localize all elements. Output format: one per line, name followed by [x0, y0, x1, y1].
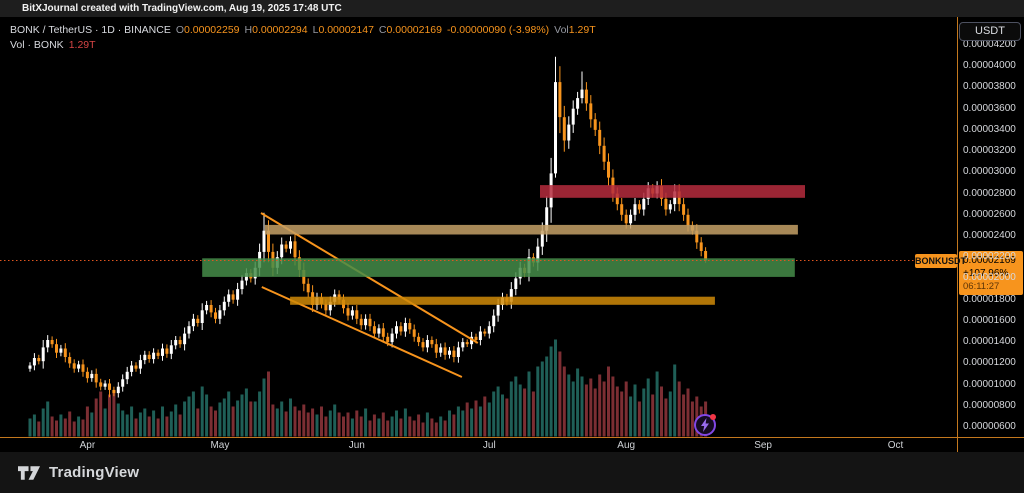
month-label: Oct: [887, 440, 904, 451]
price-tick: 0.00000800: [963, 399, 1016, 411]
bar-countdown: 06:11:27: [963, 280, 1000, 292]
price-tick: 0.00002600: [963, 208, 1016, 220]
month-label: May: [210, 440, 230, 451]
attribution-bar: BitXJournal created with TradingView.com…: [0, 0, 1024, 17]
legend-row-ohlc: BONK / TetherUS · 1D · BINANCE O0.000022…: [10, 24, 596, 36]
high-label: H: [244, 24, 253, 36]
price-tick: 0.00003800: [963, 81, 1016, 93]
high-value: 0.00002294: [252, 24, 308, 36]
last-price-change: +107.96%: [963, 267, 1009, 279]
symbol-title[interactable]: BONK / TetherUS · 1D · BINANCE: [10, 24, 171, 36]
price-tick: 0.00002400: [963, 230, 1016, 241]
price-tick: 0.00001800: [963, 293, 1016, 305]
month-label: Jun: [348, 440, 365, 451]
price-zones: [202, 185, 805, 305]
price-tick: 0.00000600: [963, 421, 1016, 432]
price-tick: 0.00001600: [963, 314, 1016, 326]
volume-study-label[interactable]: Vol · BONK: [10, 39, 64, 51]
volume-value: 1.29T: [568, 24, 596, 36]
volume-series: [28, 339, 708, 437]
notification-dot: [710, 414, 716, 420]
month-label: Aug: [617, 440, 636, 451]
demand-zone-green: [202, 258, 795, 277]
supply-zone-red: [540, 185, 805, 198]
currency-toggle-button[interactable]: USDT: [959, 22, 1021, 41]
month-label: Jul: [482, 440, 496, 451]
volume-label: Vol: [554, 24, 569, 36]
last-price-label: 0.00002169 +107.96% 06:11:27: [959, 250, 1023, 295]
price-tick: 0.00002000: [963, 272, 1016, 284]
price-tick: 0.00001000: [963, 378, 1016, 390]
price-tick: 0.00004200: [963, 39, 1016, 50]
open-label: O: [175, 24, 185, 36]
price-tick: 0.00002200: [963, 251, 1016, 263]
attribution-text: BitXJournal created with TradingView.com…: [22, 3, 342, 14]
price-tick: 0.00001400: [963, 336, 1016, 348]
price-tick: 0.00001200: [963, 357, 1016, 369]
price-axis-separator: [957, 17, 958, 452]
zone-orange: [290, 296, 715, 305]
price-chart-canvas[interactable]: [0, 17, 958, 437]
close-label: C: [378, 24, 387, 36]
price-axis[interactable]: 0.00002169 +107.96% 06:11:27 0.00004200 0…: [958, 17, 1024, 452]
tradingview-brand[interactable]: TradingView: [49, 464, 140, 481]
time-axis[interactable]: Apr May Jun Jul Aug Sep Oct: [0, 438, 1024, 452]
price-tick: 0.00003000: [963, 166, 1016, 178]
price-tick: 0.00004000: [963, 60, 1016, 72]
low-value: 0.00002147: [318, 24, 374, 36]
flash-alert-button[interactable]: [692, 411, 718, 437]
bonkusdt-tag: BONKUSDT: [915, 253, 966, 268]
change-value: -0.00000090 (-3.98%): [447, 24, 550, 36]
zone-tan: [264, 224, 798, 235]
month-label: Apr: [79, 440, 96, 451]
legend-row-volume: Vol · BONK 1.29T: [10, 39, 96, 51]
volume-study-value: 1.29T: [68, 39, 96, 51]
tradingview-logo-icon[interactable]: [18, 465, 41, 481]
price-tick: 0.00003400: [963, 123, 1016, 135]
footer: TradingView: [0, 452, 1024, 493]
price-tick: 0.00003200: [963, 145, 1016, 157]
price-tick: 0.00003600: [963, 102, 1016, 114]
open-value: 0.00002259: [184, 24, 240, 36]
low-label: L: [312, 24, 319, 36]
last-price-value: 0.00002169: [963, 254, 1016, 266]
close-value: 0.00002169: [386, 24, 442, 36]
lightning-icon: [701, 418, 709, 432]
price-tick: 0.00002800: [963, 187, 1016, 199]
month-label: Sep: [754, 440, 772, 451]
time-axis-separator: [0, 437, 1024, 438]
